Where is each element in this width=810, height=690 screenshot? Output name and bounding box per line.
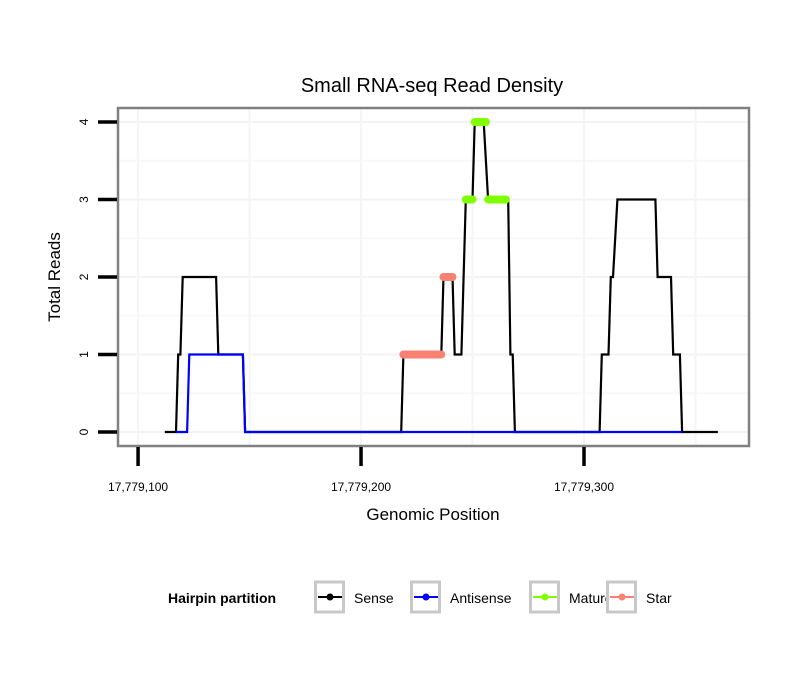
plot-border xyxy=(116,106,751,448)
x-tick-label: 17,779,300 xyxy=(554,480,614,494)
legend-label: Antisense xyxy=(450,590,512,606)
legend-entry-antisense: Antisense xyxy=(410,580,512,614)
x-tick-label: 17,779,100 xyxy=(108,480,168,494)
series-layer xyxy=(164,117,718,434)
y-tick-label: 1 xyxy=(77,351,91,358)
x-tick-label: 17,779,200 xyxy=(331,480,391,494)
legend-title: Hairpin partition xyxy=(168,590,276,606)
series-line-antisense xyxy=(176,353,683,434)
y-axis: 0 1 2 3 4 xyxy=(77,118,117,435)
y-tick-label: 0 xyxy=(77,428,91,435)
chart-title: Small RNA-seq Read Density xyxy=(301,75,563,97)
legend-key-point xyxy=(541,593,549,601)
legend: Hairpin partition Sense Antisense Mature St… xyxy=(168,580,672,614)
y-tick-label: 2 xyxy=(77,273,91,280)
legend-key-point xyxy=(422,593,430,601)
y-axis-title: Total Reads xyxy=(45,232,64,322)
legend-key-point xyxy=(326,593,334,601)
legend-entry-sense: Sense xyxy=(314,580,394,614)
legend-key-point xyxy=(618,593,626,601)
x-axis: 17,779,100 17,779,200 17,779,300 xyxy=(108,447,614,494)
legend-label: Sense xyxy=(354,590,394,606)
legend-entry-star: Star xyxy=(606,580,672,614)
legend-entry-mature: Mature xyxy=(529,580,613,614)
legend-label: Mature xyxy=(569,590,613,606)
y-tick-label: 3 xyxy=(77,196,91,203)
y-tick-label: 4 xyxy=(77,118,91,125)
legend-label: Star xyxy=(646,590,672,606)
x-axis-title: Genomic Position xyxy=(366,505,499,524)
